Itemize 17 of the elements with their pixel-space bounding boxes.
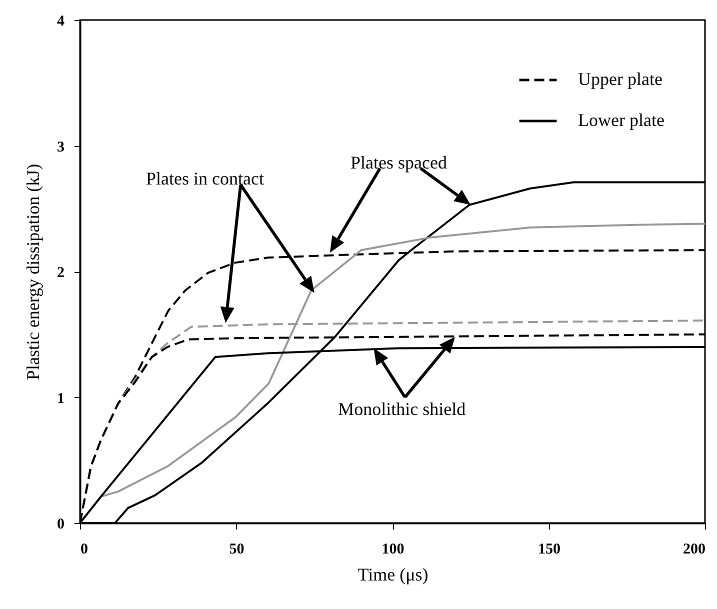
x-tick-label: 50 [229,542,244,558]
x-tick-label: 0 [80,542,88,558]
x-axis-title: Time (μs) [358,564,428,584]
y-tick-label: 1 [57,390,64,407]
annotation: Plates spaced [350,152,447,172]
x-tick-label: 200 [683,542,706,558]
legend-label: Lower plate [578,110,664,130]
y-axis-title: Plastic energy dissipation (kJ) [23,164,43,380]
annotation: Monolithic shield [338,398,466,419]
y-tick-label: 3 [57,139,64,156]
x-tick-label: 100 [382,542,404,558]
y-tick-label: 2 [57,265,64,281]
x-tick-label: 150 [538,542,560,558]
y-tick-label: 4 [57,14,65,30]
annotation: Plates in contact [146,168,264,189]
legend-label: Upper plate [578,69,662,89]
y-tick-label: 0 [57,516,64,532]
